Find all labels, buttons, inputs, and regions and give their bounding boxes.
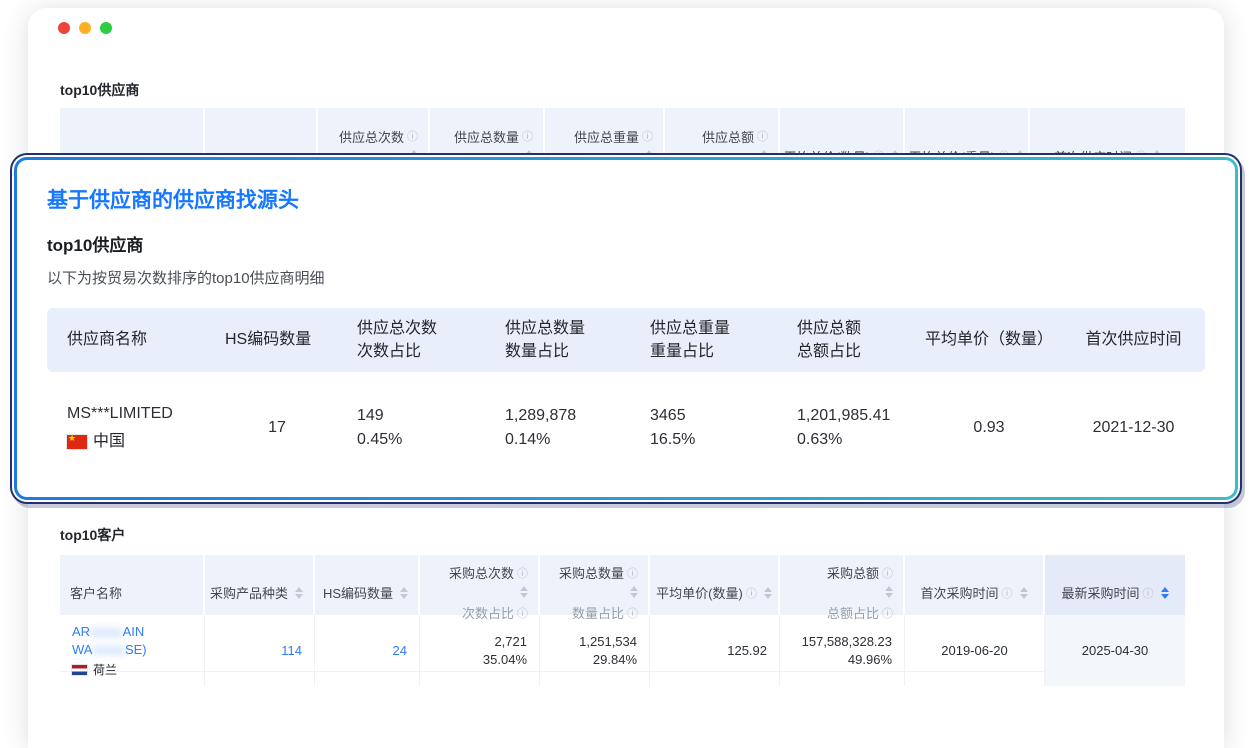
first-purchase-date-cell: 2019-06-20 <box>905 615 1045 687</box>
col-first-purchase-date[interactable]: 首次采购时间 ⓘ <box>905 555 1045 630</box>
purchase-amount-cell: 157,588,328.23 49.96% <box>780 615 905 687</box>
purchase-quantity-cell: 1,251,534 29.84% <box>540 615 650 687</box>
sort-icon[interactable] <box>295 586 303 599</box>
overlay-subtitle: top10供应商 <box>47 236 144 255</box>
purchase-times-cell: 2,721 35.04% <box>420 615 540 687</box>
customer-section-title: top10客户 <box>60 527 126 543</box>
window-controls <box>58 22 112 34</box>
sort-icon[interactable] <box>520 586 528 598</box>
netherlands-flag-icon <box>72 665 87 676</box>
first-supply-date-cell: 2021-12-30 <box>1092 419 1175 436</box>
info-icon[interactable]: ⓘ <box>407 131 418 143</box>
info-icon[interactable]: ⓘ <box>882 567 893 580</box>
avg-price-cell: 125.92 <box>650 615 780 687</box>
supply-quantity-cell: 1,289,878 0.14% <box>505 407 577 448</box>
info-icon[interactable]: ⓘ <box>517 567 528 580</box>
col-purchase-amount[interactable]: 采购总额 ⓘ 总额占比 ⓘ <box>780 555 905 630</box>
customer-row: ARxxxxxAIN WAxxxxxSE) 荷兰 114 24 2,721 35.… <box>60 615 1185 687</box>
customer-name-cell[interactable]: ARxxxxxAIN WAxxxxxSE) 荷兰 <box>60 615 205 687</box>
info-icon[interactable]: ⓘ <box>1001 587 1013 600</box>
col-supply-amount: 供应总额 总额占比 <box>797 319 862 360</box>
info-icon[interactable]: ⓘ <box>522 131 533 143</box>
col-hs-code-count[interactable]: HS编码数量 <box>315 555 420 630</box>
overlay-title: 基于供应商的供应商找源头 <box>47 189 299 212</box>
sort-icon-active[interactable] <box>1160 586 1169 599</box>
info-icon[interactable]: ⓘ <box>642 131 653 143</box>
product-types-cell[interactable]: 114 <box>205 615 315 687</box>
minimize-window-icon[interactable] <box>79 22 91 34</box>
info-icon[interactable]: ⓘ <box>627 607 638 620</box>
supplier-name-cell: MS***LIMITED 中国 <box>53 402 211 454</box>
col-purchase-times[interactable]: 采购总次数 ⓘ 次数占比 ⓘ <box>420 555 540 630</box>
china-flag-icon <box>67 432 87 449</box>
info-icon[interactable]: ⓘ <box>745 587 757 600</box>
info-icon[interactable]: ⓘ <box>517 607 528 620</box>
customer-table-header: 客户名称 采购产品种类 HS编码数量 采购总次数 ⓘ 次数占比 ⓘ 采购总数量 ⓘ 数… <box>60 555 1185 630</box>
sort-icon[interactable] <box>630 586 638 598</box>
customer-table: 客户名称 采购产品种类 HS编码数量 采购总次数 ⓘ 次数占比 ⓘ 采购总数量 ⓘ 数… <box>60 555 1185 687</box>
overlay-table-header: 供应商名称 HS编码数量 供应总次数 次数占比 供应总数量 数量占比 供应总重量 重量… <box>47 308 1205 372</box>
col-supplier-name: 供应商名称 <box>67 331 148 349</box>
info-icon[interactable]: ⓘ <box>1142 587 1154 600</box>
col-avg-price-qty[interactable]: 平均单价(数量)ⓘ <box>650 555 780 630</box>
supply-weight-cell: 3465 16.5% <box>650 407 696 448</box>
col-supply-quantity: 供应总数量 数量占比 <box>505 319 586 360</box>
redacted-text: xxxxx <box>90 624 123 639</box>
maximize-window-icon[interactable] <box>100 22 112 34</box>
sort-icon[interactable] <box>763 586 772 599</box>
redacted-text: xxxxx <box>92 641 125 657</box>
col-customer-name[interactable]: 客户名称 <box>60 555 205 630</box>
sort-icon[interactable] <box>1019 586 1028 599</box>
col-product-types[interactable]: 采购产品种类 <box>205 555 315 630</box>
hs-code-count-cell[interactable]: 24 <box>315 615 420 687</box>
highlight-annotation-card: 基于供应商的供应商找源头 top10供应商 以下为按贸易次数排序的top10供应… <box>10 153 1242 504</box>
info-icon[interactable]: ⓘ <box>757 131 768 143</box>
col-first-supply-date: 首次供应时间 <box>1085 331 1182 349</box>
col-supply-times: 供应总次数 次数占比 <box>357 319 438 360</box>
supply-times-cell: 149 0.45% <box>357 407 403 448</box>
col-hs-code-count: HS编码数量 <box>225 331 312 349</box>
col-purchase-quantity[interactable]: 采购总数量 ⓘ 数量占比 ⓘ <box>540 555 650 630</box>
supply-amount-cell: 1,201,985.41 0.63% <box>797 407 891 448</box>
sort-icon[interactable] <box>400 586 408 599</box>
overlay-description: 以下为按贸易次数排序的top10供应商明细 <box>47 270 325 287</box>
info-icon[interactable]: ⓘ <box>882 607 893 620</box>
col-supply-weight: 供应总重量 重量占比 <box>650 319 731 360</box>
avg-price-cell: 0.93 <box>973 419 1005 436</box>
last-purchase-date-cell: 2025-04-30 <box>1045 615 1185 687</box>
close-window-icon[interactable] <box>58 22 70 34</box>
supplier-section-title: top10供应商 <box>60 82 140 98</box>
sort-icon[interactable] <box>885 586 893 598</box>
info-icon[interactable]: ⓘ <box>627 567 638 580</box>
col-avg-price-qty: 平均单价（数量） <box>924 331 1053 349</box>
hs-code-count-cell: 17 <box>268 419 286 436</box>
